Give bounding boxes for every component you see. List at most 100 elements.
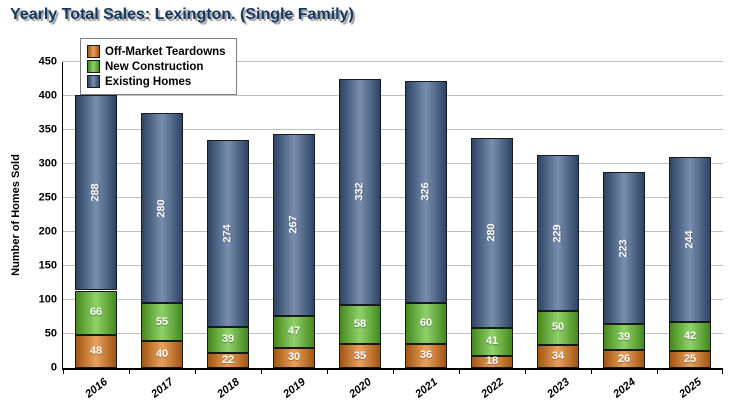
x-axis-tick [327,368,328,374]
y-tick-label: 350 [38,123,57,136]
legend-swatch [87,60,100,73]
y-tick-label: 300 [38,157,57,170]
x-axis-tick [195,368,196,374]
bar-segment-off-market-teardowns: 35 [339,344,381,368]
x-tick-label: 2024 [610,376,638,401]
bar-value-label: 39 [221,333,235,346]
bar-segment-existing-homes: 288 [75,94,117,291]
bar-segment-off-market-teardowns: 26 [603,350,645,368]
bar-segment-new-construction: 39 [207,326,249,354]
legend-item-off-market-teardowns: Off-Market Teardowns [87,45,226,58]
x-axis-tick [129,368,130,374]
x-tick-label: 2016 [82,376,110,401]
plot-area: 0 50 100 150 200 250 300 350 400 450 48 66 288 2016 40… [39,56,723,401]
bar-segment-off-market-teardowns: 36 [405,343,447,368]
y-tick-label: 450 [38,55,57,68]
bar-value-label: 18 [485,355,499,368]
bar-segment-new-construction: 58 [339,304,381,345]
legend: Off-Market Teardowns New Construction Exis… [80,38,237,95]
x-tick-label: 2025 [676,376,704,401]
bar-value-label: 288 [89,183,102,202]
bar-value-label: 60 [419,316,433,329]
bar-value-label: 55 [155,315,169,328]
bar-segment-existing-homes: 267 [273,134,315,316]
bar-value-label: 34 [551,349,565,362]
bar-segment-off-market-teardowns: 22 [207,353,249,368]
x-tick-label: 2020 [346,376,374,401]
legend-label: Existing Homes [105,75,192,88]
x-axis-tick [657,368,658,374]
bar-segment-new-construction: 66 [75,290,117,336]
bar-value-label: 39 [617,330,631,343]
bar-segment-existing-homes: 229 [537,155,579,311]
x-axis-tick [393,368,394,374]
bar-value-label: 332 [353,182,366,202]
bar-segment-new-construction: 47 [273,315,315,348]
bar-segment-off-market-teardowns: 34 [537,344,579,368]
y-tick-label: 50 [44,327,57,340]
bar-value-label: 47 [287,325,301,338]
y-tick-label: 100 [38,293,57,306]
y-tick-label: 400 [38,89,57,102]
bar-value-label: 267 [287,215,300,235]
bar-value-label: 30 [287,351,301,364]
bar-segment-new-construction: 50 [537,310,579,345]
bar-segment-off-market-teardowns: 18 [471,355,513,368]
bar-segment-existing-homes: 274 [207,140,249,327]
gridline [63,129,723,130]
x-axis-tick [261,368,262,374]
gridline [63,265,723,266]
x-tick-label: 2021 [412,376,440,401]
bar-value-label: 40 [155,347,169,360]
legend-swatch [87,45,100,58]
legend-item-new-construction: New Construction [87,60,226,73]
bar-segment-off-market-teardowns: 48 [75,335,117,368]
legend-label: Off-Market Teardowns [105,45,226,58]
bar-value-label: 25 [683,353,697,365]
legend-item-existing-homes: Existing Homes [87,75,226,88]
y-tick-label: 0 [50,361,57,374]
legend-swatch [87,75,100,88]
bar-value-label: 42 [683,330,697,343]
gridline [63,197,723,198]
bar-segment-existing-homes: 280 [471,137,513,328]
chart-title: Yearly Total Sales: Lexington. (Single F… [10,6,354,23]
bar-value-label: 48 [89,345,103,358]
bar-value-label: 280 [485,223,498,242]
x-tick-label: 2019 [280,376,308,401]
x-tick-label: 2022 [478,376,506,401]
bar-segment-existing-homes: 326 [405,81,447,303]
bar-value-label: 223 [617,238,630,258]
bar-value-label: 41 [485,335,499,348]
gridline [63,299,723,300]
gridline [63,333,723,334]
bar-segment-new-construction: 60 [405,302,447,344]
x-tick-label: 2017 [148,376,176,401]
legend-label: New Construction [105,60,204,73]
y-tick-label: 200 [38,225,57,238]
bar-value-label: 280 [155,199,168,218]
bar-segment-off-market-teardowns: 30 [273,347,315,368]
y-tick-label: 250 [38,191,57,204]
bar-segment-new-construction: 39 [603,323,645,351]
bar-value-label: 36 [419,349,433,362]
bar-segment-new-construction: 41 [471,327,513,356]
gridline [63,61,723,62]
bar-value-label: 66 [89,306,103,319]
gridline [63,95,723,96]
x-tick-label: 2018 [214,376,242,401]
bar-segment-existing-homes: 280 [141,113,183,304]
x-axis-tick [525,368,526,374]
bar-value-label: 35 [353,349,367,362]
bar-segment-off-market-teardowns: 40 [141,340,183,368]
bar-segment-off-market-teardowns: 25 [669,351,711,368]
x-axis-tick [63,368,64,374]
bar-value-label: 326 [419,182,432,202]
bar-segment-new-construction: 55 [141,303,183,341]
gridline [63,231,723,232]
bar-segment-new-construction: 42 [669,322,711,351]
bar-value-label: 229 [551,223,564,243]
y-tick-label: 150 [38,259,57,272]
x-axis-tick [591,368,592,374]
